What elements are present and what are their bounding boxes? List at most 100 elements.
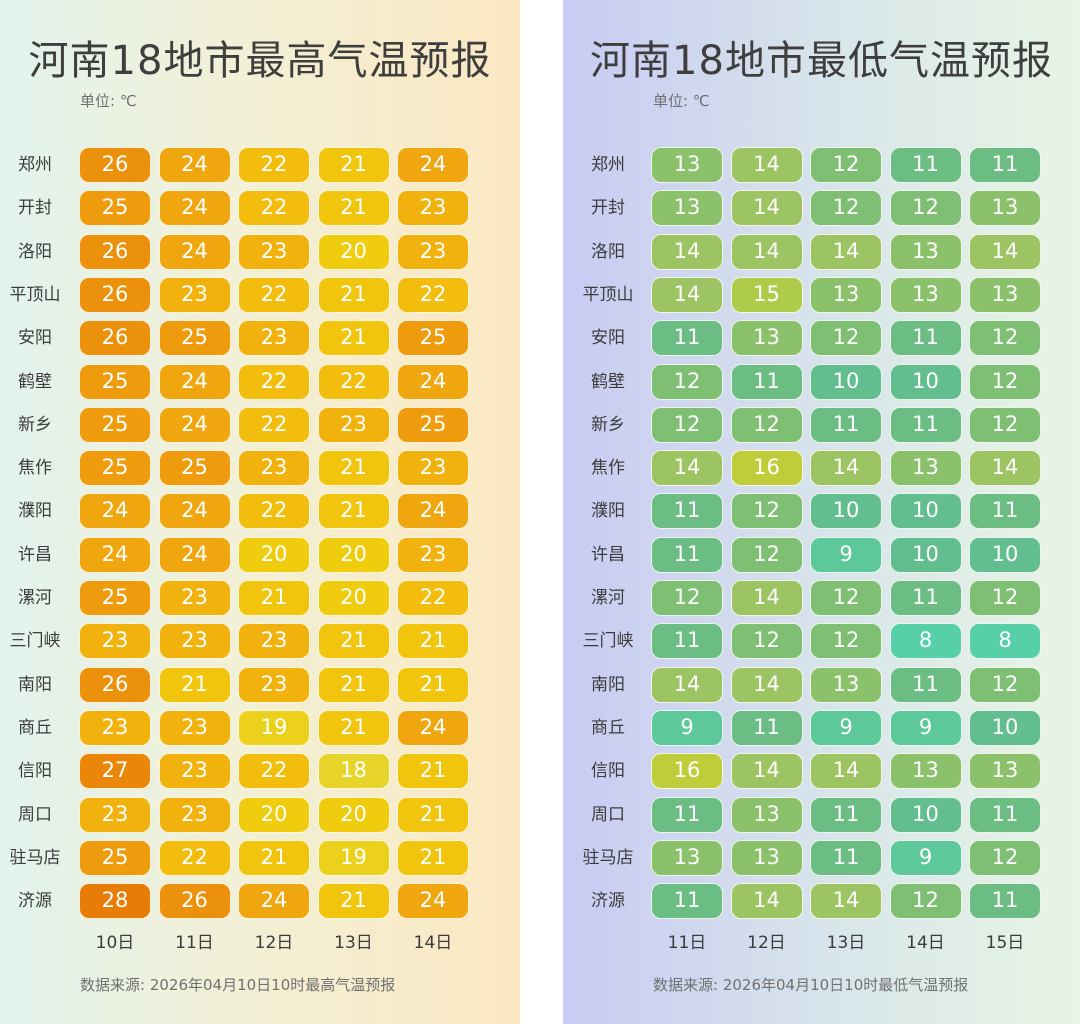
high-temp-cell: 20 bbox=[238, 536, 310, 573]
high-temp-cell: 20 bbox=[317, 536, 390, 573]
high-day-label: 13日 bbox=[334, 933, 373, 953]
low-city-label: 濮阳 bbox=[591, 501, 625, 522]
low-temp-cell: 12 bbox=[810, 580, 882, 616]
high-temp-cell: 23 bbox=[158, 753, 231, 790]
high-temp-cell: 25 bbox=[79, 580, 151, 616]
low-temp-cell: 14 bbox=[810, 450, 882, 487]
high-city-label: 郑州 bbox=[18, 155, 52, 175]
low-temp-panel: 河南18地市最低气温预报 单位: ℃ 郑州 13 14 12 11 11 开封 13 14 12 1… bbox=[563, 0, 1080, 1024]
low-city-label: 开封 bbox=[591, 198, 625, 219]
high-city-label: 驻马店 bbox=[9, 847, 61, 868]
high-city-label: 鹤壁 bbox=[18, 371, 52, 392]
low-temp-cell: 10 bbox=[889, 536, 962, 573]
high-day-label: 12日 bbox=[254, 933, 294, 953]
high-temp-cell: 27 bbox=[79, 753, 151, 790]
low-city-label: 信阳 bbox=[591, 761, 625, 782]
high-city-label: 濮阳 bbox=[18, 501, 52, 522]
high-temp-cell: 26 bbox=[79, 320, 151, 357]
low-temp-cell: 12 bbox=[810, 190, 882, 227]
high-temp-cell: 20 bbox=[317, 233, 390, 270]
high-city-label: 许昌 bbox=[18, 544, 52, 565]
high-temp-panel: 河南18地市最高气温预报 单位: ℃ 郑州 26 24 22 21 24 开封 25 24 22 2… bbox=[0, 0, 520, 1024]
high-temp-cell: 24 bbox=[397, 363, 469, 400]
high-temp-cell: 21 bbox=[317, 147, 390, 183]
high-temp-cell: 21 bbox=[317, 276, 390, 313]
high-temp-cell: 24 bbox=[79, 493, 151, 530]
low-day-label: 11日 bbox=[667, 933, 707, 953]
high-temp-cell: 22 bbox=[397, 276, 469, 313]
high-temp-cell: 25 bbox=[158, 450, 231, 487]
high-temp-cell: 23 bbox=[397, 536, 469, 573]
high-temp-cell: 22 bbox=[397, 580, 469, 616]
high-temp-cell: 22 bbox=[317, 363, 390, 400]
low-temp-cell: 12 bbox=[810, 147, 882, 183]
low-temp-cell: 13 bbox=[730, 839, 803, 876]
high-temp-cell: 22 bbox=[238, 363, 310, 400]
high-temp-cell: 18 bbox=[317, 753, 390, 790]
high-temp-cell: 26 bbox=[158, 883, 231, 920]
low-day-label: 13日 bbox=[826, 933, 866, 953]
low-temp-cell: 12 bbox=[969, 363, 1041, 400]
low-temp-cell: 10 bbox=[969, 536, 1041, 573]
low-temp-cell: 10 bbox=[969, 709, 1041, 746]
low-city-label: 许昌 bbox=[591, 544, 625, 565]
low-day-label: 15日 bbox=[985, 933, 1025, 953]
high-temp-cell: 19 bbox=[238, 709, 310, 746]
low-temp-cell: 9 bbox=[651, 709, 723, 746]
high-temp-source: 数据来源: 2026年04月10日10时最高气温预报 bbox=[80, 976, 396, 994]
high-day-label: 14日 bbox=[413, 933, 453, 953]
low-temp-cell: 12 bbox=[730, 406, 803, 443]
high-city-label: 洛阳 bbox=[18, 241, 52, 262]
high-temp-cell: 24 bbox=[397, 709, 469, 746]
low-temp-cell: 10 bbox=[889, 796, 962, 833]
high-temp-cell: 23 bbox=[158, 796, 231, 833]
low-temp-cell: 15 bbox=[730, 276, 803, 313]
low-temp-cell: 12 bbox=[969, 320, 1041, 357]
high-temp-cell: 21 bbox=[397, 839, 469, 876]
high-temp-cell: 21 bbox=[238, 839, 310, 876]
low-temp-cell: 11 bbox=[969, 493, 1041, 530]
low-city-label: 洛阳 bbox=[591, 241, 625, 262]
low-temp-cell: 11 bbox=[969, 883, 1041, 920]
high-temp-cell: 23 bbox=[317, 406, 390, 443]
high-temp-title: 河南18地市最高气温预报 bbox=[28, 38, 492, 84]
high-city-label: 商丘 bbox=[18, 717, 52, 738]
high-temp-cell: 26 bbox=[79, 233, 151, 270]
high-city-label: 安阳 bbox=[18, 328, 52, 349]
high-temp-cell: 25 bbox=[397, 320, 469, 357]
high-temp-cell: 25 bbox=[79, 190, 151, 227]
high-temp-cell: 25 bbox=[79, 450, 151, 487]
low-temp-cell: 12 bbox=[651, 363, 723, 400]
high-city-label: 新乡 bbox=[18, 414, 52, 435]
high-temp-cell: 21 bbox=[317, 666, 390, 703]
low-temp-cell: 9 bbox=[810, 709, 882, 746]
high-temp-cell: 24 bbox=[158, 493, 231, 530]
low-temp-cell: 11 bbox=[969, 147, 1041, 183]
low-temp-cell: 13 bbox=[969, 190, 1041, 227]
low-temp-cell: 12 bbox=[969, 580, 1041, 616]
high-temp-cell: 25 bbox=[79, 406, 151, 443]
low-city-label: 商丘 bbox=[591, 717, 625, 738]
high-temp-cell: 23 bbox=[238, 666, 310, 703]
high-temp-cell: 23 bbox=[397, 450, 469, 487]
high-city-label: 济源 bbox=[18, 891, 52, 912]
high-temp-cell: 23 bbox=[158, 580, 231, 616]
high-temp-cell: 28 bbox=[79, 883, 151, 920]
high-temp-cell: 23 bbox=[158, 623, 231, 660]
high-temp-cell: 23 bbox=[238, 450, 310, 487]
high-temp-cell: 20 bbox=[238, 796, 310, 833]
high-temp-heatmap: 郑州 26 24 22 21 24 开封 25 24 22 21 23 洛阳 26 24 23 20 23 平顶山 2… bbox=[0, 0, 520, 1024]
low-temp-cell: 12 bbox=[730, 623, 803, 660]
low-city-label: 安阳 bbox=[591, 328, 625, 349]
high-city-label: 周口 bbox=[18, 804, 52, 825]
high-temp-cell: 24 bbox=[158, 233, 231, 270]
high-temp-cell: 19 bbox=[317, 839, 390, 876]
high-temp-cell: 26 bbox=[79, 276, 151, 313]
low-temp-cell: 9 bbox=[889, 709, 962, 746]
low-temp-cell: 13 bbox=[730, 796, 803, 833]
low-temp-cell: 11 bbox=[651, 796, 723, 833]
low-temp-cell: 11 bbox=[730, 363, 803, 400]
high-temp-cell: 24 bbox=[79, 536, 151, 573]
high-temp-cell: 24 bbox=[397, 493, 469, 530]
low-temp-cell: 14 bbox=[730, 147, 803, 183]
